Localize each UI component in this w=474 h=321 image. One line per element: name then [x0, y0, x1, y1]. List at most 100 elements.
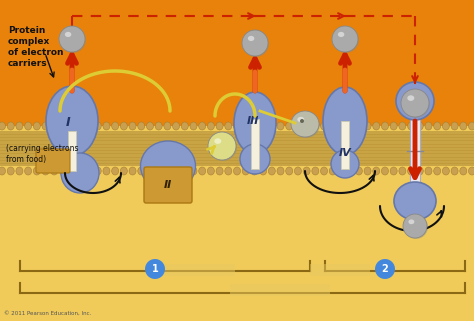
Bar	[0, 0, 474, 136]
Ellipse shape	[332, 26, 358, 52]
Ellipse shape	[401, 89, 429, 117]
Ellipse shape	[408, 122, 415, 130]
Ellipse shape	[394, 182, 436, 220]
Text: © 2011 Pearson Education, Inc.: © 2011 Pearson Education, Inc.	[4, 311, 91, 316]
Ellipse shape	[140, 141, 195, 191]
FancyBboxPatch shape	[36, 149, 70, 173]
Ellipse shape	[208, 132, 236, 160]
Ellipse shape	[209, 133, 237, 161]
Ellipse shape	[46, 86, 98, 156]
Text: 1: 1	[152, 264, 158, 274]
Ellipse shape	[129, 122, 136, 130]
Ellipse shape	[242, 30, 268, 56]
Ellipse shape	[331, 150, 359, 178]
Ellipse shape	[404, 215, 428, 239]
Ellipse shape	[112, 167, 118, 175]
Ellipse shape	[68, 122, 75, 130]
Ellipse shape	[396, 82, 434, 120]
Ellipse shape	[190, 167, 197, 175]
Ellipse shape	[320, 167, 328, 175]
Ellipse shape	[286, 122, 293, 130]
Ellipse shape	[112, 122, 118, 130]
Ellipse shape	[248, 36, 255, 41]
Ellipse shape	[434, 122, 441, 130]
Ellipse shape	[181, 122, 188, 130]
Ellipse shape	[346, 167, 354, 175]
Ellipse shape	[297, 117, 304, 122]
Ellipse shape	[146, 167, 154, 175]
Ellipse shape	[25, 122, 32, 130]
Ellipse shape	[33, 122, 40, 130]
Ellipse shape	[94, 122, 101, 130]
Ellipse shape	[59, 167, 66, 175]
Bar	[310, 264, 370, 276]
Ellipse shape	[442, 122, 449, 130]
Ellipse shape	[346, 122, 354, 130]
Ellipse shape	[77, 167, 84, 175]
Ellipse shape	[382, 167, 389, 175]
Ellipse shape	[16, 122, 23, 130]
Text: IV: IV	[338, 148, 351, 158]
FancyBboxPatch shape	[144, 167, 192, 203]
Ellipse shape	[94, 167, 101, 175]
Ellipse shape	[303, 122, 310, 130]
Ellipse shape	[103, 122, 110, 130]
Ellipse shape	[402, 90, 430, 118]
Ellipse shape	[323, 87, 367, 155]
Ellipse shape	[7, 167, 14, 175]
Ellipse shape	[364, 122, 371, 130]
Bar	[251, 119, 259, 169]
Ellipse shape	[460, 167, 467, 175]
Ellipse shape	[61, 153, 99, 193]
Ellipse shape	[329, 122, 336, 130]
Ellipse shape	[243, 31, 269, 57]
Ellipse shape	[77, 122, 84, 130]
Ellipse shape	[333, 27, 359, 53]
Ellipse shape	[155, 167, 162, 175]
Ellipse shape	[59, 122, 66, 130]
Ellipse shape	[242, 122, 249, 130]
Ellipse shape	[59, 26, 85, 52]
Ellipse shape	[468, 167, 474, 175]
Ellipse shape	[312, 167, 319, 175]
Ellipse shape	[403, 214, 427, 238]
Ellipse shape	[251, 167, 258, 175]
Ellipse shape	[0, 167, 6, 175]
Ellipse shape	[242, 167, 249, 175]
Ellipse shape	[65, 32, 72, 37]
Ellipse shape	[208, 167, 214, 175]
Ellipse shape	[251, 122, 258, 130]
Ellipse shape	[356, 167, 362, 175]
Ellipse shape	[199, 167, 206, 175]
Ellipse shape	[373, 122, 380, 130]
Ellipse shape	[103, 167, 110, 175]
Ellipse shape	[425, 167, 432, 175]
Text: (carrying electrons
from food): (carrying electrons from food)	[6, 144, 79, 164]
Ellipse shape	[16, 167, 23, 175]
Text: III: III	[247, 116, 259, 126]
Ellipse shape	[268, 122, 275, 130]
Ellipse shape	[164, 167, 171, 175]
Ellipse shape	[234, 167, 240, 175]
Ellipse shape	[364, 167, 371, 175]
Ellipse shape	[146, 122, 154, 130]
Ellipse shape	[338, 122, 345, 130]
Ellipse shape	[120, 167, 128, 175]
Ellipse shape	[451, 167, 458, 175]
Ellipse shape	[268, 167, 275, 175]
Ellipse shape	[390, 122, 397, 130]
Ellipse shape	[234, 92, 276, 154]
Text: II: II	[164, 180, 172, 190]
Ellipse shape	[85, 122, 92, 130]
Text: 2: 2	[382, 264, 388, 274]
Ellipse shape	[208, 122, 214, 130]
Ellipse shape	[312, 122, 319, 130]
Ellipse shape	[138, 122, 145, 130]
Ellipse shape	[382, 122, 389, 130]
Ellipse shape	[68, 167, 75, 175]
Ellipse shape	[234, 122, 240, 130]
Ellipse shape	[190, 122, 197, 130]
Ellipse shape	[320, 122, 328, 130]
Bar	[410, 91, 420, 221]
Ellipse shape	[173, 122, 180, 130]
